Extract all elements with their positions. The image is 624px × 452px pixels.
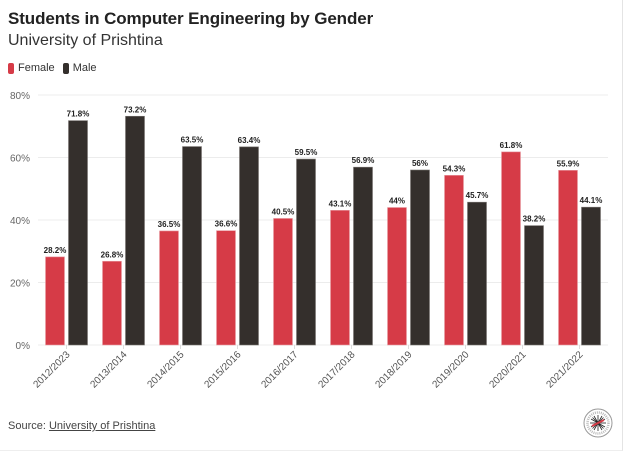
bar-male <box>296 158 316 346</box>
y-tick-label: 0% <box>16 341 31 352</box>
x-tick-label: 2021/2022 <box>544 349 586 391</box>
x-tick-label: 2016/2017 <box>259 349 301 391</box>
data-label-male: 59.5% <box>295 148 318 157</box>
data-label-male: 63.4% <box>238 136 261 145</box>
legend-item-male[interactable]: Male <box>62 62 97 74</box>
source-link[interactable]: University of Prishtina <box>48 420 156 432</box>
legend-swatch-female <box>8 62 14 74</box>
bar-female <box>273 218 293 346</box>
bar-female <box>216 230 236 346</box>
bar-female <box>330 210 350 346</box>
bar-female <box>387 207 407 346</box>
legend-label-male: Male <box>72 62 97 74</box>
x-tick-label: 2017/2018 <box>316 349 358 391</box>
data-label-male: 56% <box>412 159 428 168</box>
chart-title: Students in Computer Engineering by Gend… <box>8 9 374 28</box>
data-label-male: 44.1% <box>580 196 603 205</box>
data-label-female: 44% <box>389 197 405 206</box>
bars <box>45 115 601 346</box>
bar-female <box>45 256 65 346</box>
source-prefix: Source: <box>8 420 49 432</box>
y-tick-label: 80% <box>10 91 30 102</box>
data-label-female: 61.8% <box>500 141 523 150</box>
bar-male <box>581 206 601 346</box>
x-tick-label: 2013/2014 <box>88 349 130 391</box>
bar-male <box>68 120 88 346</box>
legend: Female Male <box>8 62 105 74</box>
x-tick-label: 2020/2021 <box>487 349 529 391</box>
data-label-male: 56.9% <box>352 156 375 165</box>
x-axis: 2012/2023 2013/2014 2014/2015 2015/2016 2016… <box>31 345 586 391</box>
university-seal-icon <box>583 408 613 438</box>
bar-male <box>524 225 544 346</box>
x-tick-label: 2014/2015 <box>145 349 187 391</box>
y-tick-label: 40% <box>10 216 30 227</box>
bar-female <box>501 151 521 346</box>
data-label-male: 38.2% <box>523 215 546 224</box>
bar-male <box>239 146 259 346</box>
chart-subtitle: University of Prishtina <box>8 32 163 49</box>
source-note: Source: University of Prishtina <box>8 420 155 432</box>
legend-label-female: Female <box>18 62 55 74</box>
y-tick-label: 60% <box>10 154 30 165</box>
x-tick-label: 2018/2019 <box>373 349 415 391</box>
bar-male <box>353 166 373 346</box>
bar-male <box>125 115 145 346</box>
data-label-female: 26.8% <box>101 250 124 259</box>
bar-male <box>467 201 487 346</box>
data-label-male: 45.7% <box>466 191 489 200</box>
x-tick-label: 2015/2016 <box>202 349 244 391</box>
data-label-female: 43.1% <box>329 199 352 208</box>
data-label-female: 36.6% <box>215 220 238 229</box>
bar-female <box>558 170 578 346</box>
data-label-female: 36.5% <box>158 220 181 229</box>
legend-swatch-male <box>62 62 69 74</box>
data-label-female: 55.9% <box>557 159 580 168</box>
data-label-male: 71.8% <box>67 110 90 119</box>
bar-male <box>410 169 430 346</box>
x-tick-label: 2012/2023 <box>31 349 73 391</box>
data-label-male: 73.2% <box>124 105 147 114</box>
data-labels: 28.2% 71.8% 26.8% 73.2% 36.5% 63.5% 36.6% 63.4%… <box>44 105 603 259</box>
x-tick-label: 2019/2020 <box>430 349 472 391</box>
bar-female <box>159 230 179 346</box>
data-label-female: 54.3% <box>443 164 466 173</box>
bar-male <box>182 146 202 346</box>
legend-item-female[interactable]: Female <box>8 62 55 74</box>
bar-female <box>444 175 464 346</box>
bar-female <box>102 260 122 346</box>
y-axis: 0% 20% 40% 60% 80% <box>10 91 30 352</box>
data-label-male: 63.5% <box>181 136 204 145</box>
data-label-female: 40.5% <box>272 207 295 216</box>
data-label-female: 28.2% <box>44 246 67 255</box>
y-tick-label: 20% <box>10 279 30 290</box>
